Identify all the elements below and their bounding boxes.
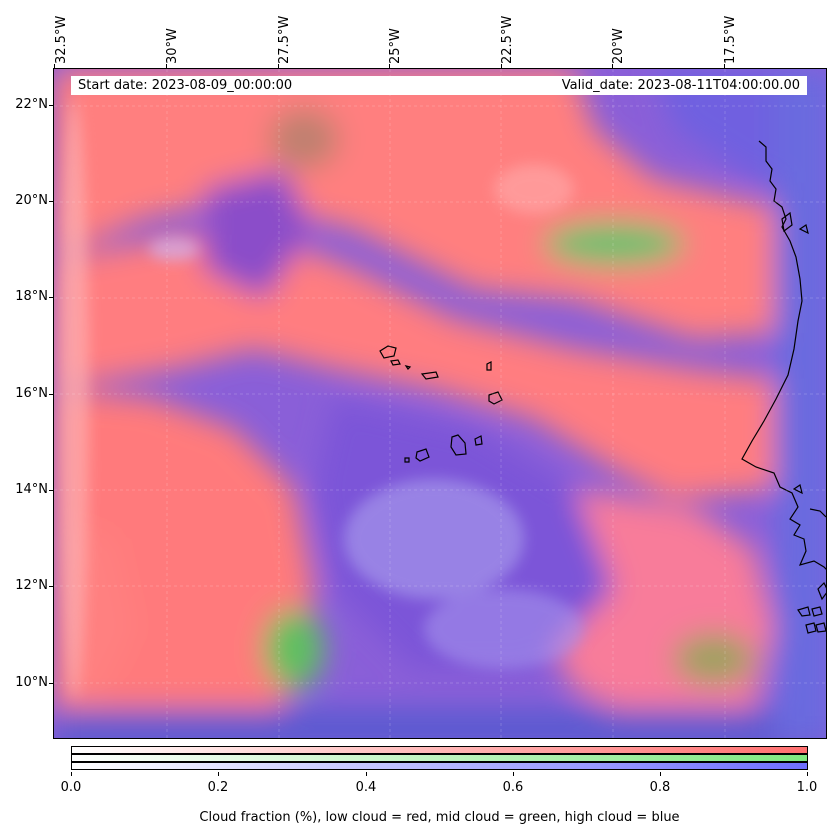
colorbar-tick <box>71 772 72 776</box>
longitude-label: 25°W <box>388 28 403 64</box>
low-cloud-colorbar <box>71 746 808 754</box>
longitude-label: 30°W <box>165 28 180 64</box>
coastline <box>379 140 826 634</box>
colorbar-tick-label: 0.2 <box>207 780 229 795</box>
colorbar-title: Cloud fraction (%), low cloud = red, mid… <box>199 810 680 825</box>
colorbar-tick <box>807 772 808 776</box>
colorbar-tick <box>366 772 367 776</box>
high-cloud-colorbar <box>71 762 808 770</box>
latitude-label: 22°N <box>15 97 48 112</box>
colorbar-tick-label: 0.8 <box>649 780 671 795</box>
tick-mark <box>49 683 53 684</box>
tick-mark <box>49 490 53 491</box>
mid-cloud-colorbar <box>71 754 808 762</box>
latitude-label: 12°N <box>15 578 48 593</box>
latitude-label: 16°N <box>15 386 48 401</box>
latitude-label: 14°N <box>15 482 48 497</box>
colorbar-tick <box>513 772 514 776</box>
latitude-label: 18°N <box>15 289 48 304</box>
start-date-label: Start date: 2023-08-09_00:00:00 <box>78 78 293 93</box>
colorbar-tick-label: 0.0 <box>60 780 82 795</box>
longitude-label: 22.5°W <box>500 15 515 64</box>
tick-mark <box>501 64 502 68</box>
latitude-label: 20°N <box>15 193 48 208</box>
longitude-label: 32.5°W <box>54 15 69 64</box>
tick-mark <box>49 105 53 106</box>
colorbar-tick-label: 0.4 <box>355 780 377 795</box>
tick-mark <box>278 64 279 68</box>
tick-mark <box>612 64 613 68</box>
longitude-label: 20°W <box>611 28 626 64</box>
tick-mark <box>49 586 53 587</box>
cloud-fraction-map <box>53 68 827 739</box>
colorbar-tick <box>660 772 661 776</box>
tick-mark <box>54 64 55 68</box>
longitude-label: 17.5°W <box>723 15 738 64</box>
tick-mark <box>389 64 390 68</box>
tick-mark <box>724 64 725 68</box>
valid-date-label: Valid_date: 2023-08-11T04:00:00.00 <box>561 78 800 93</box>
colorbar-tick-label: 1.0 <box>796 780 818 795</box>
tick-mark <box>49 201 53 202</box>
longitude-label: 27.5°W <box>277 15 292 64</box>
colorbar-tick <box>218 772 219 776</box>
date-banner: Start date: 2023-08-09_00:00:00 Valid_da… <box>71 76 807 95</box>
colorbar-tick-label: 0.6 <box>502 780 524 795</box>
tick-mark <box>49 394 53 395</box>
tick-mark <box>166 64 167 68</box>
latitude-label: 10°N <box>15 675 48 690</box>
map-canvas <box>54 69 826 738</box>
tick-mark <box>49 297 53 298</box>
